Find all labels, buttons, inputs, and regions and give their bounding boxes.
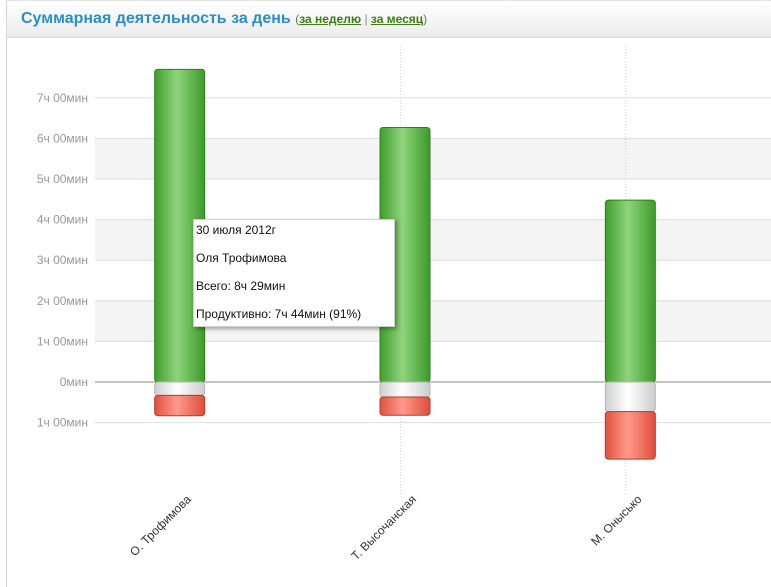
bar-unproductive[interactable] bbox=[604, 411, 656, 460]
week-link[interactable]: за неделю bbox=[299, 12, 362, 26]
x-tick-label: О. Трофимова bbox=[127, 492, 194, 559]
tooltip-date: 30 июля 2012г bbox=[196, 223, 277, 237]
open-paren: ( bbox=[295, 12, 300, 26]
panel-header: Суммарная деятельность за день (за недел… bbox=[7, 0, 771, 38]
category-dividers bbox=[399, 46, 627, 495]
bar-neutral[interactable] bbox=[154, 381, 206, 396]
y-tick-label: 1ч 00мин bbox=[37, 334, 88, 348]
bar-group[interactable] bbox=[604, 199, 656, 460]
link-separator: | bbox=[364, 12, 368, 26]
close-paren: ) bbox=[423, 12, 428, 26]
bar-productive[interactable] bbox=[604, 199, 656, 383]
bar-neutral[interactable] bbox=[604, 381, 656, 413]
y-tick-label: 4ч 00мин bbox=[37, 213, 88, 227]
y-tick-label: 2ч 00мин bbox=[37, 294, 88, 308]
x-tick-label: М. Оныськo bbox=[588, 492, 644, 548]
x-axis-labels: О. Трофимова Т. Высочанская М. Оныськo bbox=[127, 492, 645, 563]
x-tick-label: Т. Высочанская bbox=[348, 492, 419, 563]
bar-unproductive[interactable] bbox=[154, 394, 206, 417]
tooltip-total: Всего: 8ч 29мин bbox=[196, 279, 286, 293]
title-text: Суммарная деятельность за день bbox=[21, 10, 291, 27]
y-tick-label: 6ч 00мин bbox=[37, 131, 88, 145]
y-tick-label: 5ч 00мин bbox=[37, 172, 88, 186]
bar-unproductive[interactable] bbox=[379, 396, 431, 416]
tooltip-productive: Продуктивно: 7ч 44мин (91%) bbox=[196, 307, 362, 321]
bar-tooltip: 30 июля 2012г Оля Трофимова Всего: 8ч 29… bbox=[193, 219, 395, 327]
y-tick-label: 7ч 00мин bbox=[37, 91, 88, 105]
y-tick-label: 0мин bbox=[60, 375, 88, 389]
y-tick-label: 1ч 00мин bbox=[37, 416, 88, 430]
grid-band bbox=[95, 138, 771, 179]
y-tick-label: 3ч 00мин bbox=[37, 253, 88, 267]
bar-group[interactable] bbox=[154, 68, 206, 417]
month-link[interactable]: за месяц bbox=[370, 12, 424, 26]
y-axis-labels: 7ч 00мин 6ч 00мин 5ч 00мин 4ч 00мин 3ч 00мин… bbox=[37, 91, 88, 430]
tooltip-name: Оля Трофимова bbox=[196, 251, 287, 265]
bar-neutral[interactable] bbox=[379, 381, 431, 398]
period-links: (за неделю | за месяц) bbox=[295, 12, 427, 26]
panel-title: Суммарная деятельность за день (за недел… bbox=[21, 10, 427, 28]
